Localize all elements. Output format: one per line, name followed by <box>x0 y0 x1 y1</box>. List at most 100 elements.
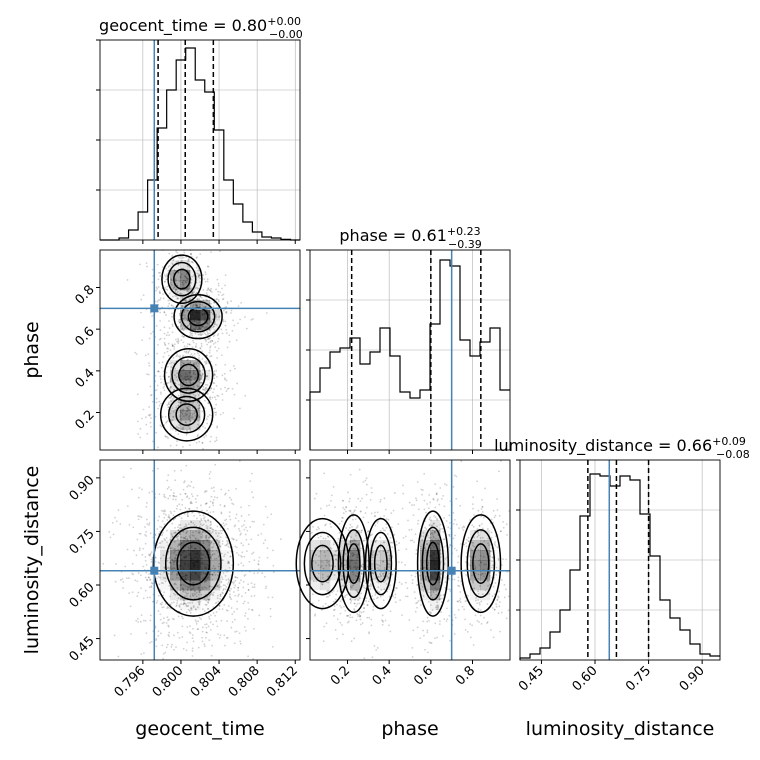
title-phase-minus: −0.39 <box>448 238 482 251</box>
pair-geocent-time-luminosity-distance-point <box>228 562 231 565</box>
pair-geocent-time-phase-point <box>203 360 206 363</box>
pair-phase-luminosity-distance-point <box>369 579 372 582</box>
pair-geocent-time-luminosity-distance-point <box>188 585 191 588</box>
pair-geocent-time-phase-point <box>166 331 169 334</box>
pair-geocent-time-luminosity-distance-point <box>148 576 150 579</box>
pair-geocent-time-luminosity-distance-point <box>198 532 200 535</box>
pair-phase-luminosity-distance-point <box>478 601 481 604</box>
pair-geocent-time-luminosity-distance-point <box>195 591 198 594</box>
pair-geocent-time-luminosity-distance-point <box>205 524 208 527</box>
pair-phase-luminosity-distance-point <box>440 572 442 575</box>
pair-geocent-time-luminosity-distance-point <box>208 547 210 550</box>
pair-phase-luminosity-distance-point <box>360 572 363 575</box>
pair-geocent-time-phase-point <box>198 415 200 418</box>
pair-phase-luminosity-distance-point <box>411 504 413 506</box>
pair-geocent-time-phase-point <box>185 381 188 384</box>
pair-geocent-time-phase-point <box>135 353 138 356</box>
pair-phase-luminosity-distance-point <box>440 594 442 597</box>
pair-geocent-time-luminosity-distance-point <box>205 603 208 606</box>
pair-geocent-time-phase-point <box>240 301 243 304</box>
pair-geocent-time-luminosity-distance-point <box>190 493 193 495</box>
pair-phase-luminosity-distance-point <box>498 590 500 593</box>
pair-geocent-time-phase-point <box>177 256 180 258</box>
pair-phase-luminosity-distance-point <box>374 540 377 543</box>
pair-geocent-time-phase-point <box>182 318 185 320</box>
pair-geocent-time-phase-point <box>209 341 212 344</box>
pair-phase-luminosity-distance-point <box>324 537 327 540</box>
pair-geocent-time-luminosity-distance-point <box>157 546 159 549</box>
pair-geocent-time-luminosity-distance-point <box>181 625 184 628</box>
pair-phase-luminosity-distance-point <box>350 585 352 588</box>
pair-phase-luminosity-distance-point <box>327 581 330 584</box>
pair-phase-luminosity-distance-point <box>392 509 395 512</box>
pair-phase-luminosity-distance-point <box>432 522 435 525</box>
pair-geocent-time-luminosity-distance-point <box>253 594 256 597</box>
pair-geocent-time-phase-point <box>196 298 198 301</box>
pair-geocent-time-luminosity-distance-point <box>168 557 171 560</box>
pair-phase-luminosity-distance-point <box>460 580 463 583</box>
pair-phase-luminosity-distance-point <box>366 616 369 619</box>
pair-geocent-time-luminosity-distance-point <box>210 585 213 588</box>
pair-phase-luminosity-distance-point <box>317 572 320 575</box>
pair-phase-luminosity-distance-point <box>349 616 351 619</box>
pair-geocent-time-phase-point <box>205 361 208 364</box>
pair-geocent-time-phase-point <box>166 350 169 353</box>
pair-geocent-time-luminosity-distance-point <box>218 608 221 611</box>
pair-phase-luminosity-distance-point <box>327 595 330 598</box>
pair-phase-luminosity-distance-point <box>477 548 480 551</box>
pair-geocent-time-luminosity-distance-ytick-label: 0.90 <box>67 473 98 504</box>
pair-geocent-time-luminosity-distance-density-cell <box>180 560 191 571</box>
pair-geocent-time-luminosity-distance-point <box>187 523 190 526</box>
pair-phase-luminosity-distance-point <box>371 656 374 659</box>
pair-geocent-time-luminosity-distance-point <box>214 463 217 466</box>
pair-geocent-time-phase-point <box>173 345 176 348</box>
pair-geocent-time-phase-point <box>222 320 225 323</box>
pair-geocent-time-phase-point <box>150 393 153 396</box>
pair-phase-luminosity-distance-point <box>392 595 394 597</box>
pair-geocent-time-luminosity-distance-point <box>223 504 226 507</box>
pair-phase-luminosity-distance-point <box>463 608 466 611</box>
pair-geocent-time-luminosity-distance-point <box>170 532 173 535</box>
pair-phase-luminosity-distance-point <box>485 563 487 566</box>
pair-geocent-time-luminosity-distance-point <box>189 632 192 635</box>
pair-geocent-time-luminosity-distance-point <box>192 531 194 534</box>
pair-phase-luminosity-distance-point <box>436 636 439 639</box>
pair-geocent-time-phase-point <box>171 419 174 422</box>
pair-geocent-time-phase-contour <box>161 254 203 304</box>
pair-phase-luminosity-distance-point <box>317 526 320 529</box>
pair-geocent-time-luminosity-distance-truth-marker <box>150 566 159 575</box>
pair-phase-luminosity-distance-point <box>430 519 432 522</box>
pair-geocent-time-phase-point <box>245 327 248 330</box>
pair-geocent-time-luminosity-distance-point <box>207 608 210 610</box>
pair-geocent-time-phase-point <box>214 398 217 401</box>
pair-phase-luminosity-distance-point <box>324 555 327 557</box>
pair-geocent-time-luminosity-distance-point <box>163 512 165 515</box>
pair-geocent-time-phase-point <box>137 433 140 435</box>
pair-geocent-time-luminosity-distance-point <box>253 572 256 575</box>
pair-phase-luminosity-distance-point <box>477 509 480 512</box>
pair-geocent-time-luminosity-distance-point <box>212 612 215 615</box>
pair-geocent-time-phase-point <box>174 408 177 411</box>
pair-geocent-time-luminosity-distance-point <box>257 560 260 562</box>
pair-phase-luminosity-distance-density-cell <box>320 550 331 561</box>
pair-geocent-time-phase-point <box>205 386 207 389</box>
pair-geocent-time-luminosity-distance-point <box>240 579 242 582</box>
pair-phase-luminosity-distance-point <box>496 509 499 511</box>
pair-phase-luminosity-distance-point <box>363 607 365 609</box>
pair-geocent-time-luminosity-distance-point <box>211 530 214 533</box>
pair-geocent-time-luminosity-distance-point <box>177 535 180 537</box>
pair-geocent-time-luminosity-distance-point <box>257 563 260 566</box>
pair-geocent-time-luminosity-distance-point <box>171 617 174 620</box>
pair-phase-luminosity-distance-point <box>459 591 462 593</box>
pair-phase-luminosity-distance-point <box>327 536 330 538</box>
pair-geocent-time-luminosity-distance-point <box>183 595 186 598</box>
pair-geocent-time-phase-point <box>197 269 200 272</box>
pair-phase-luminosity-distance-point <box>479 537 482 539</box>
pair-geocent-time-luminosity-distance-xtick-label: 0.800 <box>150 663 187 700</box>
xlabel-luminosity-distance: luminosity_distance <box>526 718 715 740</box>
pair-phase-luminosity-distance-point <box>351 539 354 542</box>
pair-geocent-time-luminosity-distance-point <box>176 600 179 602</box>
pair-geocent-time-luminosity-distance-point <box>166 607 169 610</box>
pair-geocent-time-luminosity-distance-point <box>179 508 182 511</box>
